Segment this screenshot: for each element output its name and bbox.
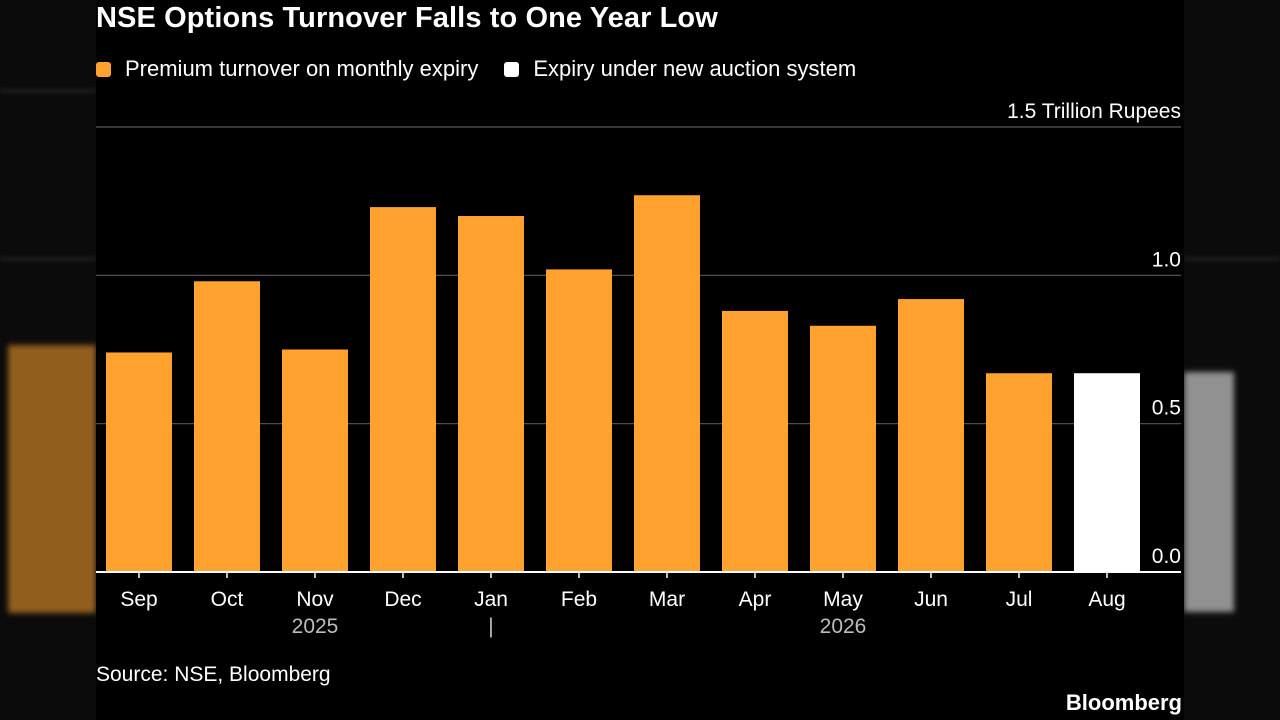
legend-label-premium: Premium turnover on monthly expiry xyxy=(125,56,479,81)
bar-feb xyxy=(546,269,612,572)
x-tick-label: Jan xyxy=(474,588,508,611)
bar-chart: 0.0 0.5 1.0 1.5 Trillion Rupees Sep Oct Nov Dec… xyxy=(96,100,1181,638)
blurred-gridline xyxy=(0,90,96,92)
legend-swatch-auction xyxy=(504,61,520,77)
legend-item-auction: Expiry under new auction system xyxy=(504,56,856,82)
year-label: 2026 xyxy=(820,615,867,638)
x-tick-label: Jun xyxy=(914,588,948,611)
bar-nov xyxy=(282,349,348,572)
x-tick-label: Apr xyxy=(739,588,772,611)
legend-swatch-premium xyxy=(96,61,111,77)
x-tick-label: Aug xyxy=(1088,588,1125,611)
chart-panel: NSE Options Turnover Falls to One Year L… xyxy=(96,0,1184,720)
bar-apr xyxy=(722,310,788,572)
bar-jun xyxy=(898,299,964,572)
y-tick-label: 0.5 xyxy=(1152,397,1181,420)
bar-sep xyxy=(106,352,172,572)
bar-jan xyxy=(458,216,524,572)
x-tick-label: Nov xyxy=(296,588,334,611)
x-tick-label: Sep xyxy=(120,588,157,611)
legend: Premium turnover on monthly expiry Expir… xyxy=(96,54,882,84)
y-tick-label: 1.0 xyxy=(1152,248,1181,271)
legend-item-premium: Premium turnover on monthly expiry xyxy=(96,56,478,82)
chart-title: NSE Options Turnover Falls to One Year L… xyxy=(96,2,718,34)
background-right-panel xyxy=(1184,0,1280,720)
x-tick-label: Dec xyxy=(384,588,421,611)
blurred-gridline xyxy=(1184,258,1280,260)
legend-label-auction: Expiry under new auction system xyxy=(533,56,857,81)
bar-dec xyxy=(370,207,436,572)
bar-oct xyxy=(194,281,260,572)
x-tick-label: Jul xyxy=(1006,588,1033,611)
bar-may xyxy=(810,325,876,572)
blurred-bar xyxy=(8,345,96,613)
y-tick-label: 0.0 xyxy=(1152,545,1181,568)
blurred-bar xyxy=(1184,372,1234,612)
bar-mar xyxy=(634,195,700,572)
blurred-gridline xyxy=(0,258,96,260)
bar-aug xyxy=(1074,373,1140,572)
x-tick-label: Mar xyxy=(649,588,685,611)
x-tick-label: Feb xyxy=(561,588,597,611)
year-label: 2025 xyxy=(292,615,339,638)
bloomberg-logo: Bloomberg xyxy=(1065,690,1182,715)
background-left-panel xyxy=(0,0,96,720)
source-note: Source: NSE, Bloomberg xyxy=(96,663,331,686)
bar-jul xyxy=(986,373,1052,572)
x-tick-label: May xyxy=(823,588,863,611)
y-tick-label: 1.5 Trillion Rupees xyxy=(1007,100,1181,123)
year-label: | xyxy=(488,615,493,638)
x-tick-label: Oct xyxy=(211,588,244,611)
